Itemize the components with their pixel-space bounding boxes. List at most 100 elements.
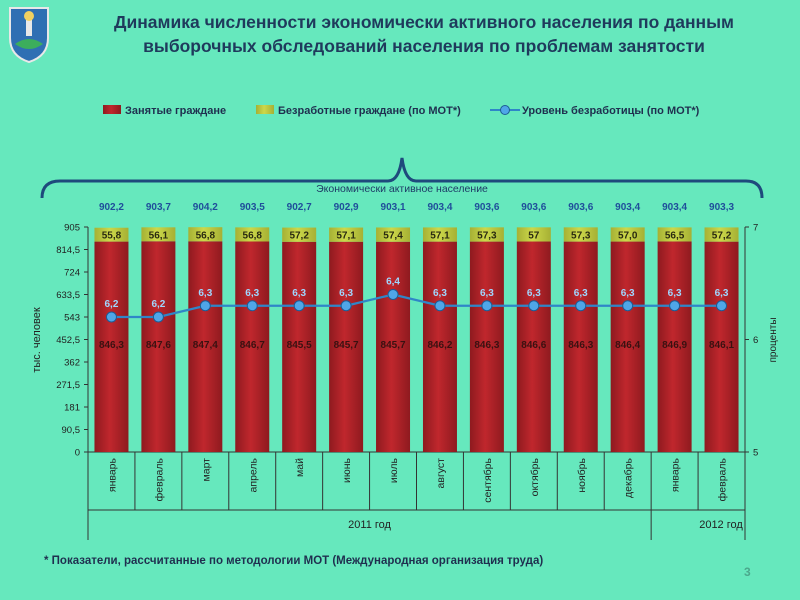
- y-tick-label: 633,5: [56, 290, 80, 301]
- rate-point: [340, 300, 352, 312]
- bar-unemployed: [422, 227, 457, 242]
- unemployed-label: 57,2: [289, 231, 309, 242]
- rate-line-path: [111, 293, 722, 319]
- rate-label: 6,3: [245, 288, 259, 299]
- unemployed-label: 57,1: [430, 231, 450, 242]
- bar-unemployed: [704, 227, 739, 242]
- bar-employed: [563, 241, 598, 452]
- bar-employed: [188, 241, 223, 452]
- unemployed-label: 57,3: [477, 230, 497, 241]
- total-label: 903,6: [568, 202, 593, 213]
- y-tick-label: 181: [64, 403, 80, 414]
- rate-label: 6,3: [480, 288, 494, 299]
- x-tick-label: апрель: [247, 457, 259, 492]
- unemployed-label: 57,1: [336, 231, 356, 242]
- x-tick-label: июнь: [341, 457, 353, 483]
- unemployed-label: 55,8: [102, 231, 122, 242]
- x-tick-label: январь: [670, 457, 682, 492]
- x-tick-label: август: [435, 458, 447, 489]
- bar-unemployed: [282, 227, 317, 242]
- year-group-label: 2012 год: [699, 519, 743, 531]
- unemployed-label: 56,1: [149, 230, 169, 241]
- rate-label: 6,3: [527, 288, 541, 299]
- rate-label: 6,3: [292, 288, 306, 299]
- y2-axis-title: проценты: [768, 317, 779, 362]
- y-axis-title: тыс. человек: [31, 307, 43, 373]
- rate-point: [199, 300, 211, 312]
- y-tick-label: 90,5: [62, 425, 81, 436]
- bar-employed: [94, 241, 129, 452]
- bar-unemployed: [657, 227, 692, 242]
- bar-employed: [469, 241, 504, 452]
- y-tick-label: 543: [64, 313, 80, 324]
- total-label: 903,1: [381, 202, 406, 213]
- total-label: 903,4: [615, 202, 640, 213]
- y-tick-label: 724: [64, 268, 80, 279]
- bracket-line: [40, 157, 764, 199]
- rate-point: [528, 300, 540, 312]
- bar-unemployed: [94, 227, 129, 242]
- rate-point: [387, 289, 399, 300]
- rate-point: [716, 300, 728, 312]
- total-label: 903,3: [709, 202, 734, 213]
- rate-label: 6,3: [715, 288, 729, 299]
- bar-employed: [329, 241, 364, 452]
- emblem-icon: [9, 7, 49, 64]
- legend-swatch-unemployed: [256, 105, 274, 114]
- rate-point: [669, 300, 681, 312]
- x-tick-label: ноябрь: [576, 457, 588, 492]
- unemployed-label: 56,8: [196, 230, 216, 241]
- y2-tick-label: 7: [753, 223, 758, 234]
- legend-swatch-rate-marker: [500, 105, 510, 115]
- rate-label: 6,3: [621, 288, 635, 299]
- x-tick-label: сентябрь: [482, 457, 494, 502]
- footnote: * Показатели, рассчитанные по методологи…: [44, 555, 544, 567]
- total-label: 903,4: [662, 202, 687, 213]
- bar-unemployed: [563, 227, 598, 242]
- rate-point: [622, 300, 634, 312]
- legend-label-rate: Уровень безработицы (по МОТ*): [522, 105, 700, 117]
- total-label: 903,4: [427, 202, 452, 213]
- x-tick-label: февраль: [717, 457, 729, 501]
- bar-unemployed: [188, 227, 223, 242]
- bar-unemployed: [516, 227, 551, 242]
- chart-bars: [94, 227, 739, 452]
- rate-label: 6,4: [386, 277, 400, 288]
- total-label: 903,7: [146, 202, 171, 213]
- employed-label: 846,2: [427, 340, 452, 351]
- y-tick-label: 452,5: [56, 335, 80, 346]
- y-tick-label: 905: [64, 223, 80, 234]
- total-label: 903,6: [521, 202, 546, 213]
- rate-point: [152, 311, 164, 323]
- x-tick-label: октябрь: [529, 457, 541, 496]
- rate-point: [105, 311, 117, 323]
- rate-label: 6,2: [151, 299, 165, 310]
- y-tick-label: 362: [64, 358, 80, 369]
- unemployed-label: 57,2: [712, 231, 732, 242]
- rate-label: 6,2: [105, 299, 119, 310]
- y-tick-label: 271,5: [56, 380, 80, 391]
- unemployed-label: 57: [528, 230, 540, 241]
- legend-label-unemployed: Безработные граждане (по МОТ*): [278, 105, 461, 117]
- bar-employed: [141, 241, 176, 452]
- total-label: 904,2: [193, 202, 218, 213]
- rate-point: [434, 300, 446, 312]
- legend-label-employed: Занятые граждане: [125, 105, 226, 117]
- bar-employed: [235, 241, 270, 452]
- bar-unemployed: [235, 227, 270, 242]
- rate-label: 6,3: [668, 288, 682, 299]
- employed-label: 846,9: [662, 340, 687, 351]
- chart-rate-line: [105, 289, 728, 323]
- bar-employed: [376, 241, 411, 452]
- x-tick-label: июль: [388, 457, 400, 483]
- employed-label: 846,1: [709, 340, 734, 351]
- employed-label: 847,4: [193, 340, 218, 351]
- total-label: 902,7: [287, 202, 312, 213]
- unemployed-label: 56,5: [665, 230, 685, 241]
- employed-label: 846,6: [521, 340, 546, 351]
- rate-point: [246, 300, 258, 312]
- page-number: 3: [744, 565, 751, 579]
- bar-employed: [704, 241, 739, 452]
- total-label: 903,6: [474, 202, 499, 213]
- y2-tick-label: 5: [753, 448, 758, 459]
